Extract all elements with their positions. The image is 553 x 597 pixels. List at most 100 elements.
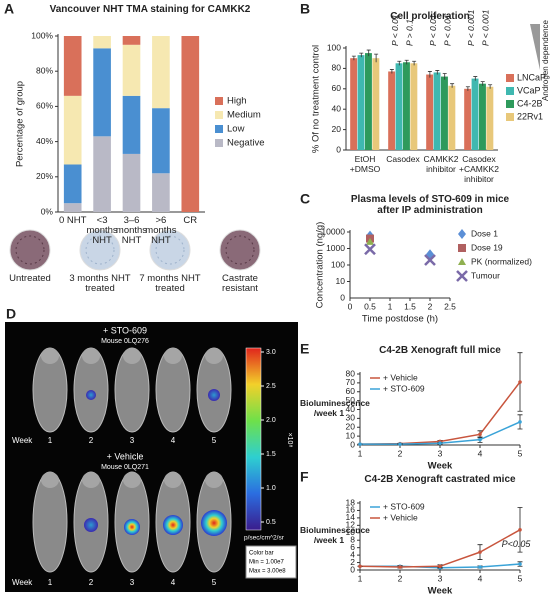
week-number: 5 — [212, 578, 217, 587]
x-tick-label: <3 months NHT — [86, 215, 118, 246]
y-tick-label: 10000 — [321, 226, 345, 236]
bar-segment — [63, 95, 82, 165]
bar-segment — [122, 44, 141, 96]
x-tick-label: 3–6 months NHT — [115, 215, 148, 246]
bar — [433, 72, 441, 150]
color-bar-tick-label: 0.5 — [266, 519, 276, 526]
legend-swatch — [506, 87, 514, 95]
x-tick-label: 0 NHT — [58, 215, 87, 226]
point — [358, 564, 362, 569]
signal — [208, 389, 220, 401]
legend-marker — [456, 270, 468, 282]
x-tick-label: Casodex — [386, 154, 420, 164]
signal — [86, 390, 96, 400]
annotation: P<0.05 — [502, 539, 532, 549]
y-tick-label: 60% — [36, 101, 53, 111]
mouse-head — [164, 348, 182, 364]
tissue-texture — [85, 235, 115, 265]
x-axis-label: Time postdose (h) — [362, 314, 438, 325]
bar — [403, 62, 410, 150]
x-tick-label: 3 — [438, 448, 443, 458]
y-tick-label: 12 — [346, 520, 356, 530]
bar-segment — [181, 36, 200, 212]
week-number: 2 — [89, 436, 94, 445]
mouse-head — [164, 472, 182, 488]
bar — [441, 76, 448, 150]
legend-label: + Vehicle — [383, 372, 418, 382]
line — [359, 529, 521, 568]
x-tick-label: 4 — [478, 573, 483, 583]
legend-label: VCaP — [517, 85, 541, 95]
image-label: 7 months NHT treated — [139, 273, 201, 294]
week-number: 1 — [48, 436, 53, 445]
bar — [448, 85, 456, 150]
bar-segment — [93, 48, 111, 137]
p-value: P < 0.001 — [466, 9, 476, 46]
x-tick-label: 2 — [398, 573, 403, 583]
x-tick-label: 5 — [518, 573, 523, 583]
bar-segment — [152, 108, 170, 174]
legend-label: High — [227, 96, 247, 107]
x-axis-label: Week — [428, 586, 453, 597]
point — [438, 441, 442, 446]
bar-segment — [122, 95, 141, 154]
legend-marker — [458, 244, 466, 252]
bar — [372, 58, 380, 151]
bar — [486, 86, 494, 150]
color-bar-tick-label: 1.0 — [266, 485, 276, 492]
panel-label: F — [300, 469, 309, 485]
signal — [201, 510, 227, 536]
bar — [471, 78, 479, 150]
panel-label: D — [6, 306, 16, 322]
color-bar-tick-label: 1.5 — [266, 451, 276, 458]
y-tick-label: 10 — [346, 430, 356, 440]
point — [438, 564, 442, 569]
legend-label: C4-2B — [517, 98, 543, 108]
signal — [84, 518, 98, 532]
y-tick-label: 16 — [346, 505, 356, 515]
treatment-label: + STO-609 — [103, 325, 147, 335]
error-bar — [488, 84, 493, 89]
bar-segment — [63, 203, 82, 212]
week-number: 4 — [171, 578, 176, 587]
tissue-texture — [155, 235, 185, 265]
bar-segment — [93, 136, 111, 212]
tissue-texture — [15, 235, 45, 265]
chart-title: C4-2B Xenograft full mice — [379, 345, 501, 356]
x-tick-label: 1 — [358, 448, 363, 458]
y-tick-label: 2 — [350, 557, 355, 567]
legend-label: + STO-609 — [383, 383, 425, 393]
y-tick-label: 70 — [346, 377, 356, 387]
error-bar — [404, 59, 409, 65]
x-tick-label: 1.5 — [404, 301, 416, 311]
image-label: Untreated — [9, 273, 51, 284]
color-bar — [245, 347, 262, 531]
x-tick-label: 1 — [388, 301, 393, 311]
x-tick-label: 0 — [348, 301, 353, 311]
tissue-texture — [225, 235, 255, 265]
point — [518, 380, 522, 384]
error-bar — [435, 70, 440, 75]
week-label: Week — [12, 578, 33, 587]
x-tick-label: 3 — [438, 573, 443, 583]
mouse-label: Mouse 0LQ276 — [101, 338, 149, 345]
x-tick-label: 1 — [358, 573, 363, 583]
legend-label: LNCaP — [517, 72, 546, 82]
point — [398, 442, 402, 446]
legend-label: Dose 19 — [471, 242, 503, 252]
legend-swatch — [215, 111, 223, 119]
legend-marker — [458, 258, 466, 265]
y-tick-label: 60 — [332, 83, 342, 93]
mouse-head — [82, 472, 100, 488]
chart-title: Vancouver NHT TMA staining for CAMKK2 — [49, 4, 251, 15]
color-bar-tick-label: 2.0 — [266, 417, 276, 424]
panel-label: B — [300, 1, 310, 17]
point — [478, 432, 482, 437]
signal — [163, 515, 183, 535]
bar — [388, 71, 396, 150]
mouse-label: Mouse 0LQ271 — [101, 464, 149, 471]
color-bar-unit: p/sec/cm^2/sr — [244, 535, 285, 542]
mouse-head — [123, 348, 141, 364]
x-tick-label: EtOH +DMSO — [349, 154, 381, 174]
point — [366, 237, 374, 245]
